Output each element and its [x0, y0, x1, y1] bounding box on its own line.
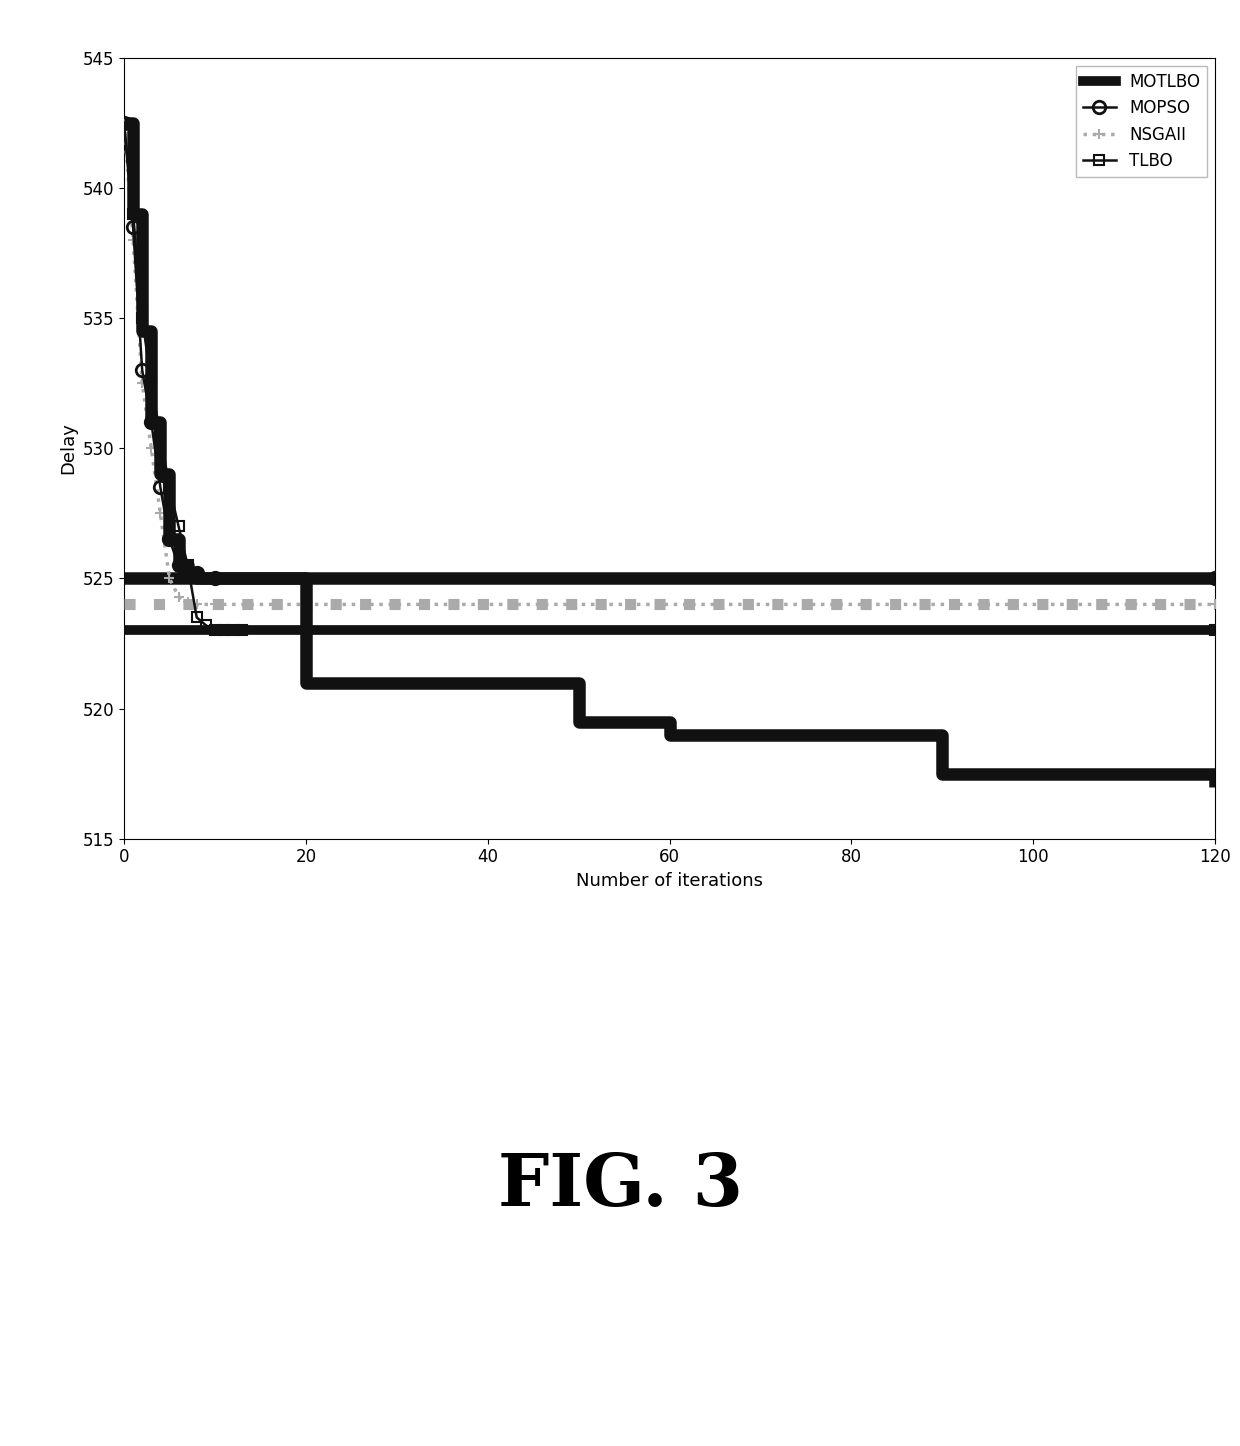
MOPSO [171, 557, 186, 574]
MOPSO [180, 562, 195, 580]
TLBO [144, 375, 159, 392]
TLBO [171, 518, 186, 535]
Line: MOTLBO: MOTLBO [124, 123, 1215, 787]
MOPSO [1208, 570, 1223, 587]
MOTLBO [981, 765, 996, 782]
Line: NSGAII: NSGAII [119, 119, 1220, 609]
MOTLBO [299, 674, 314, 691]
MOTLBO [117, 114, 131, 132]
MOTLBO [389, 674, 404, 691]
MOTLBO [162, 531, 177, 548]
MOTLBO [180, 564, 195, 581]
Line: TLBO: TLBO [119, 119, 1220, 635]
Legend: MOTLBO, MOPSO, NSGAII, TLBO: MOTLBO, MOPSO, NSGAII, TLBO [1076, 67, 1207, 176]
MOTLBO [153, 466, 167, 483]
MOTLBO [198, 570, 213, 587]
MOTLBO [226, 570, 241, 587]
MOTLBO [135, 322, 150, 340]
NSGAII [190, 596, 205, 613]
TLBO [226, 622, 241, 639]
TLBO [217, 622, 232, 639]
TLBO [198, 616, 213, 633]
MOTLBO [662, 726, 677, 743]
MOTLBO [616, 713, 631, 730]
NSGAII [135, 375, 150, 392]
NSGAII [162, 570, 177, 587]
MOPSO [135, 362, 150, 379]
NSGAII [180, 593, 195, 610]
TLBO [1208, 622, 1223, 639]
MOPSO [144, 414, 159, 431]
X-axis label: Number of iterations: Number of iterations [577, 872, 763, 889]
MOTLBO [253, 570, 268, 587]
Y-axis label: Delay: Delay [60, 422, 77, 474]
TLBO [207, 622, 222, 639]
NSGAII [125, 231, 140, 249]
NSGAII [207, 596, 222, 613]
TLBO [135, 309, 150, 327]
MOTLBO [207, 570, 222, 587]
MOPSO [190, 564, 205, 581]
NSGAII [1208, 596, 1223, 613]
MOPSO [125, 218, 140, 236]
TLBO [153, 427, 167, 444]
MOTLBO [572, 713, 587, 730]
NSGAII [153, 505, 167, 522]
MOTLBO [190, 570, 205, 587]
MOTLBO [144, 414, 159, 431]
MOPSO [162, 531, 177, 548]
NSGAII [144, 440, 159, 457]
MOTLBO [708, 726, 723, 743]
MOTLBO [125, 205, 140, 223]
TLBO [190, 609, 205, 626]
MOPSO [117, 114, 131, 132]
TLBO [117, 114, 131, 132]
MOPSO [153, 479, 167, 496]
TLBO [162, 479, 177, 496]
NSGAII [171, 589, 186, 606]
TLBO [180, 557, 195, 574]
MOTLBO [1208, 778, 1223, 795]
MOTLBO [480, 674, 495, 691]
Text: FIG. 3: FIG. 3 [497, 1150, 743, 1222]
MOTLBO [935, 765, 950, 782]
NSGAII [117, 114, 131, 132]
MOTLBO [171, 557, 186, 574]
TLBO [234, 622, 249, 639]
TLBO [125, 205, 140, 223]
MOPSO [207, 570, 222, 587]
Line: MOPSO: MOPSO [118, 117, 1221, 584]
